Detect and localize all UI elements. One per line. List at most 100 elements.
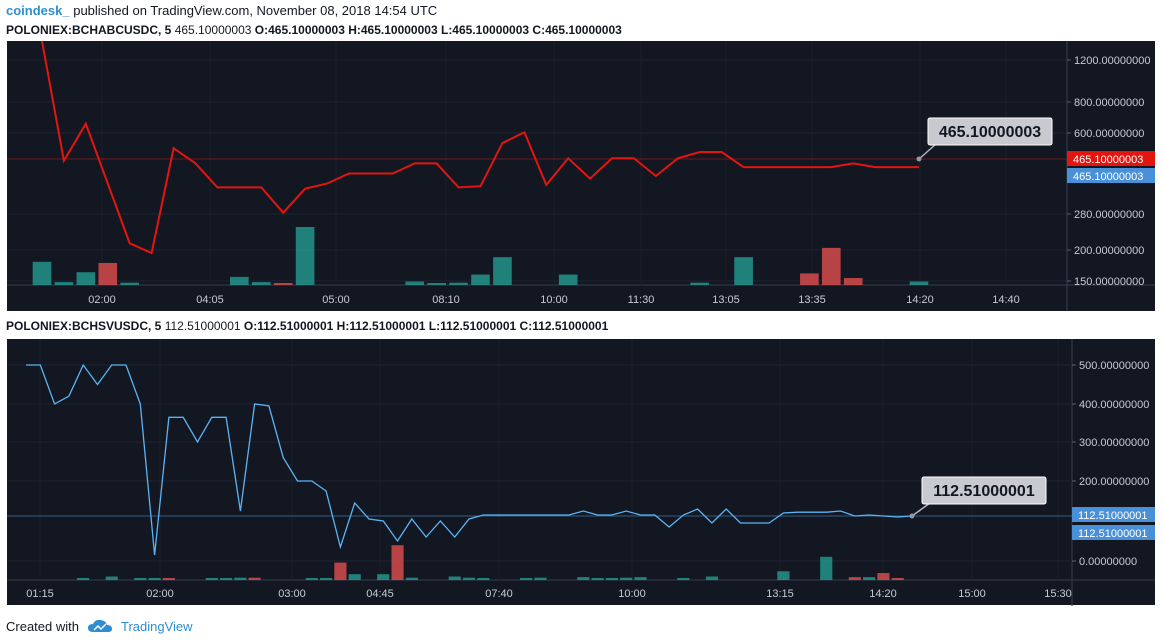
chart2-volume-bar — [534, 577, 547, 580]
chart1-data-point — [633, 158, 635, 160]
chart1-data-point — [765, 166, 767, 168]
chart1-data-point — [348, 173, 350, 175]
chart2-volume-bar — [577, 577, 590, 580]
chart2-data-point — [482, 514, 484, 516]
chart2-data-point — [140, 403, 142, 405]
chart2-data-point — [640, 514, 642, 516]
chart2-open: O:112.51000001 — [243, 319, 334, 333]
chart2-volume-bar — [405, 577, 418, 580]
chart1-x-tick-label: 04:05 — [196, 294, 224, 306]
chart1-volume-bar — [821, 247, 841, 285]
chart1-data-point — [611, 158, 613, 160]
chart2-volume-bar — [77, 578, 90, 580]
chart2-volume-bar — [477, 578, 490, 580]
chart1-volume-bar — [471, 274, 490, 285]
chart1-legend: POLONIEX:BCHABCUSDC, 5 465.10000003 O:46… — [6, 23, 622, 37]
chart2-volume-bar — [820, 556, 833, 580]
chart2-data-point — [397, 540, 399, 542]
chart2-volume-bar — [605, 578, 618, 580]
chart2-volume-bar — [334, 562, 347, 580]
chart2-data-point — [168, 417, 170, 419]
chart2-x-tick-label: 04:45 — [366, 588, 394, 600]
chart1-low: L:465.10000003 — [440, 23, 530, 37]
chart2-x-tick-label: 03:00 — [278, 588, 306, 600]
chart2-data-point — [425, 536, 427, 538]
chart2-data-point — [440, 520, 442, 522]
chart2-data-point — [82, 364, 84, 366]
chart2-last-value-tag — [1072, 507, 1155, 522]
chart1-x-tick-label: 14:40 — [992, 294, 1020, 306]
chart2-volume-bar — [891, 578, 904, 580]
chart2-volume-bar — [377, 574, 390, 580]
chart1-data-point — [809, 166, 811, 168]
chart1-price-line — [41, 40, 919, 255]
chart1-last-close-tag — [1067, 168, 1155, 183]
chart1-volume-bar — [76, 272, 96, 285]
chart1-volume-bar — [427, 283, 446, 285]
chart1-data-point — [458, 187, 460, 189]
chart2-data-point — [382, 520, 384, 522]
chart2-volume-bar — [448, 576, 461, 580]
chart2-data-point — [883, 515, 885, 517]
chart2-data-point — [583, 510, 585, 512]
chart1-last-close-tag-text: 465.10000003 — [1073, 171, 1143, 183]
chart2-x-tick-label: 14:20 — [869, 588, 897, 600]
chart1-last-value-tag — [1067, 151, 1155, 166]
chart2-data-point — [368, 518, 370, 520]
chart2-data-point — [540, 514, 542, 516]
chart2-x-tick-label: 01:15 — [26, 588, 54, 600]
chart2-volume-bar — [620, 577, 633, 580]
chart2-data-point — [868, 514, 870, 516]
chart2-data-point — [654, 514, 656, 516]
chart1-volume-bar — [273, 283, 293, 285]
chart1-data-point — [282, 212, 284, 214]
chart2-data-point — [68, 395, 70, 397]
chart1-y-tick-label: 280.00000000 — [1074, 209, 1144, 221]
chart1-data-point — [436, 163, 438, 165]
chart1-volume-bar — [558, 274, 578, 285]
chart1-y-tick-label: 1200.00000000 — [1074, 55, 1150, 67]
chart2-volume-bar — [148, 578, 161, 580]
chart1-data-point — [787, 166, 789, 168]
chart1-volume-bar — [295, 227, 315, 285]
chart1-data-point — [852, 163, 854, 165]
author-link[interactable]: coindesk_ — [6, 3, 70, 18]
chart2-data-point — [325, 490, 327, 492]
chart2-volume-bar — [219, 578, 233, 580]
chart2-data-point — [897, 516, 899, 518]
chart1-high: H:465.10000003 — [348, 23, 438, 37]
chart2-volume-bar — [348, 574, 361, 580]
chart2-data-point — [525, 514, 527, 516]
chart1-data-point — [567, 158, 569, 160]
chart1-data-point — [41, 40, 43, 42]
chart1-data-point — [326, 183, 328, 185]
chart2-data-point — [225, 417, 227, 419]
chart2-data-point — [683, 514, 685, 516]
published-line: coindesk_ published on TradingView.com, … — [6, 3, 437, 18]
chart2-low: L:112.51000001 — [428, 319, 517, 333]
chart1-volume-bar — [493, 257, 512, 285]
chart1-volume-bar — [449, 282, 468, 285]
chart2-data-point — [268, 405, 270, 407]
chart2-volume-bar — [634, 577, 647, 580]
chart2-data-point — [311, 480, 313, 482]
chart2-data-point — [182, 417, 184, 419]
chart2-data-point — [668, 526, 670, 528]
chart1-volume-bar — [843, 278, 863, 285]
chart2-data-point — [25, 364, 27, 366]
chart1-callout-box — [927, 117, 1053, 146]
chart2-data-point — [240, 510, 242, 512]
chart2-callout-pointer — [911, 502, 931, 517]
chart2-data-point — [125, 364, 127, 366]
chart1-data-point — [589, 178, 591, 180]
chart2-data-point — [697, 508, 699, 510]
tradingview-link[interactable]: TradingView — [120, 618, 193, 634]
chart1-data-point — [414, 163, 416, 165]
chart1-data-point — [721, 151, 723, 153]
chart2-callout-text: 112.51000001 — [933, 483, 1035, 500]
chart2-value: 112.51000001 — [164, 319, 241, 333]
chart1-volume-bar — [251, 282, 271, 285]
created-with-text: Created with — [6, 618, 79, 634]
chart1-x-tick-label: 13:05 — [712, 294, 740, 306]
